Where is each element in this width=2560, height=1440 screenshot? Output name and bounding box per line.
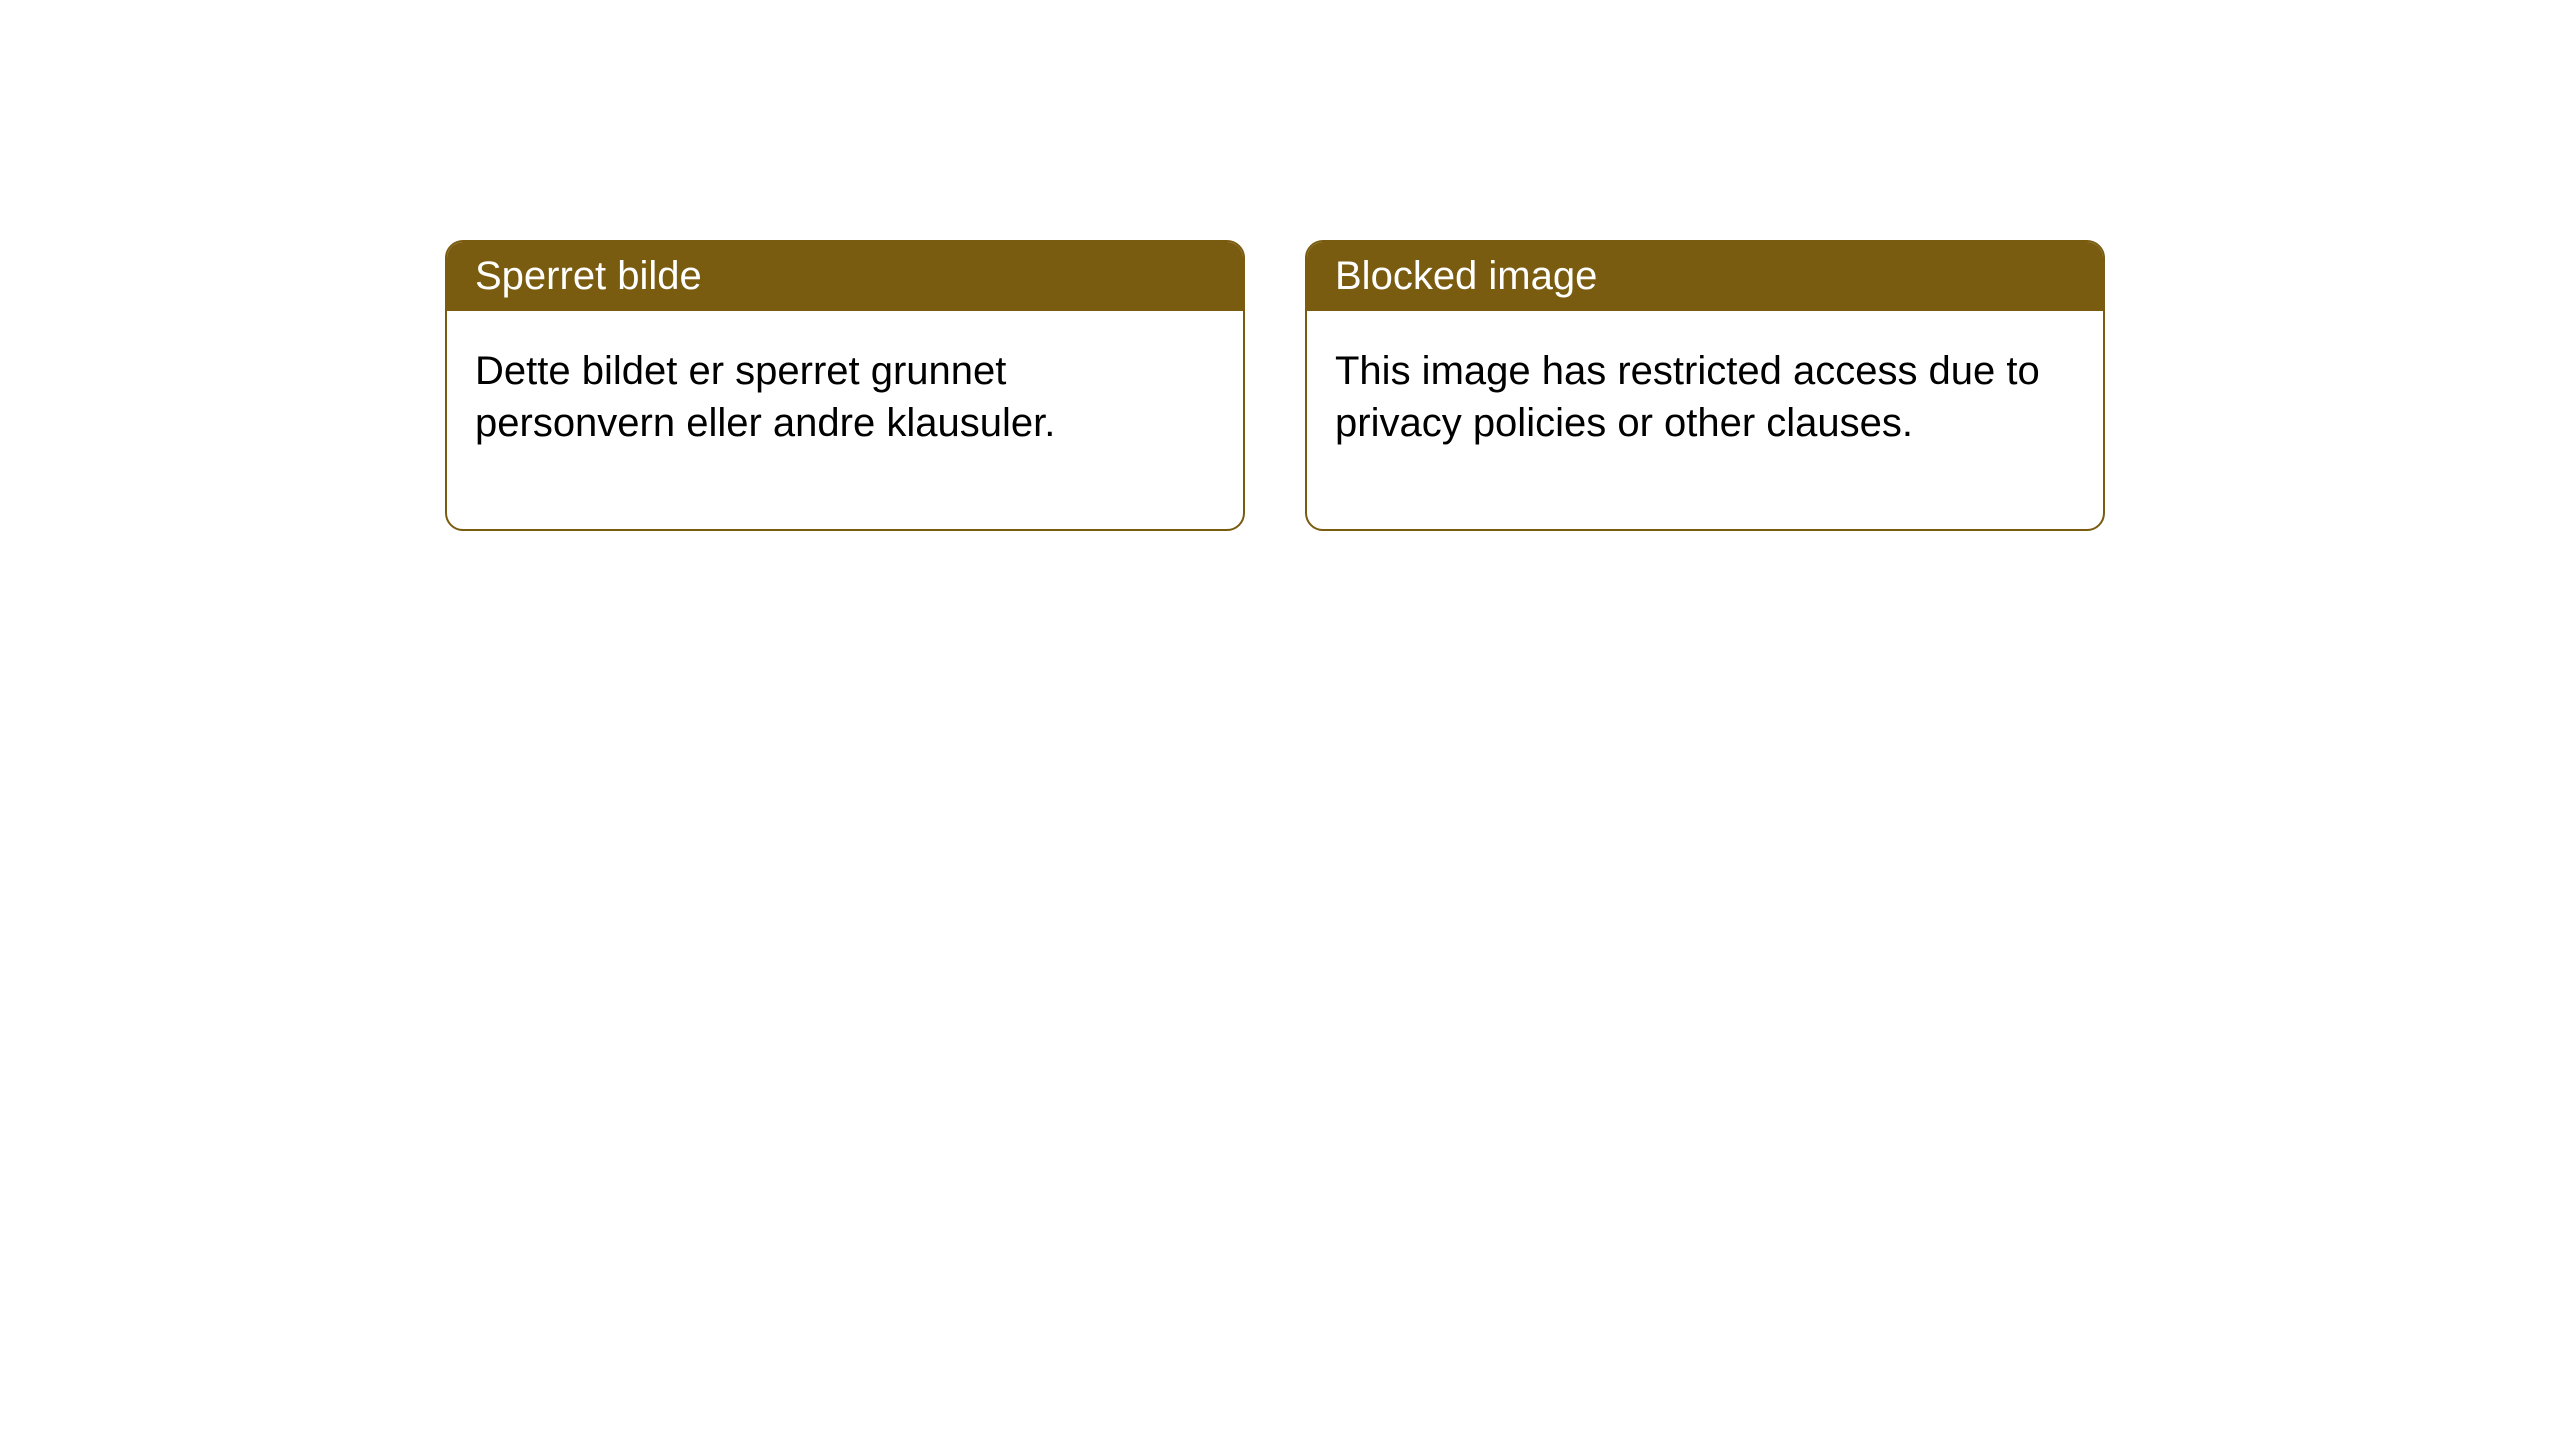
card-title-english: Blocked image [1307,242,2103,311]
notice-card-norwegian: Sperret bilde Dette bildet er sperret gr… [445,240,1245,531]
card-body-english: This image has restricted access due to … [1307,311,2103,529]
notice-container: Sperret bilde Dette bildet er sperret gr… [445,240,2105,531]
notice-card-english: Blocked image This image has restricted … [1305,240,2105,531]
card-title-norwegian: Sperret bilde [447,242,1243,311]
card-body-norwegian: Dette bildet er sperret grunnet personve… [447,311,1243,529]
